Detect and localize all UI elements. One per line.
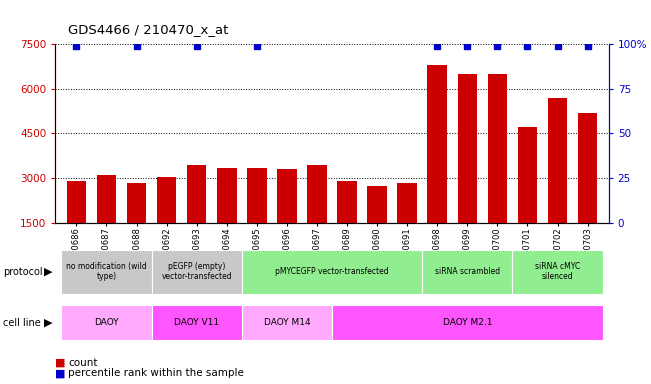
Bar xyxy=(578,113,598,267)
Bar xyxy=(277,169,297,267)
Text: ▶: ▶ xyxy=(44,318,52,328)
Bar xyxy=(518,127,537,267)
Text: cell line: cell line xyxy=(3,318,41,328)
Bar xyxy=(307,165,327,267)
Text: DAOY: DAOY xyxy=(94,318,118,327)
Text: count: count xyxy=(68,358,98,368)
Bar xyxy=(97,175,117,267)
Bar xyxy=(367,185,387,267)
Bar xyxy=(397,182,417,267)
Text: pMYCEGFP vector-transfected: pMYCEGFP vector-transfected xyxy=(275,267,389,276)
Text: ■: ■ xyxy=(55,358,66,368)
Text: ▶: ▶ xyxy=(44,266,52,277)
Text: percentile rank within the sample: percentile rank within the sample xyxy=(68,368,244,378)
Bar xyxy=(157,177,176,267)
Bar xyxy=(488,74,507,267)
Text: DAOY M14: DAOY M14 xyxy=(264,318,311,327)
Bar xyxy=(217,168,236,267)
Text: no modification (wild
type): no modification (wild type) xyxy=(66,262,147,281)
Text: siRNA scrambled: siRNA scrambled xyxy=(435,267,500,276)
Text: ■: ■ xyxy=(55,368,66,378)
Bar xyxy=(127,182,146,267)
Text: DAOY M2.1: DAOY M2.1 xyxy=(443,318,492,327)
Text: GDS4466 / 210470_x_at: GDS4466 / 210470_x_at xyxy=(68,23,229,36)
Text: DAOY V11: DAOY V11 xyxy=(174,318,219,327)
Bar xyxy=(66,181,86,267)
Bar xyxy=(428,65,447,267)
Bar xyxy=(337,181,357,267)
Text: protocol: protocol xyxy=(3,266,43,277)
Bar xyxy=(247,168,267,267)
Bar xyxy=(458,74,477,267)
Bar xyxy=(547,98,567,267)
Text: pEGFP (empty)
vector-transfected: pEGFP (empty) vector-transfected xyxy=(161,262,232,281)
Text: siRNA cMYC
silenced: siRNA cMYC silenced xyxy=(535,262,580,281)
Bar xyxy=(187,165,206,267)
